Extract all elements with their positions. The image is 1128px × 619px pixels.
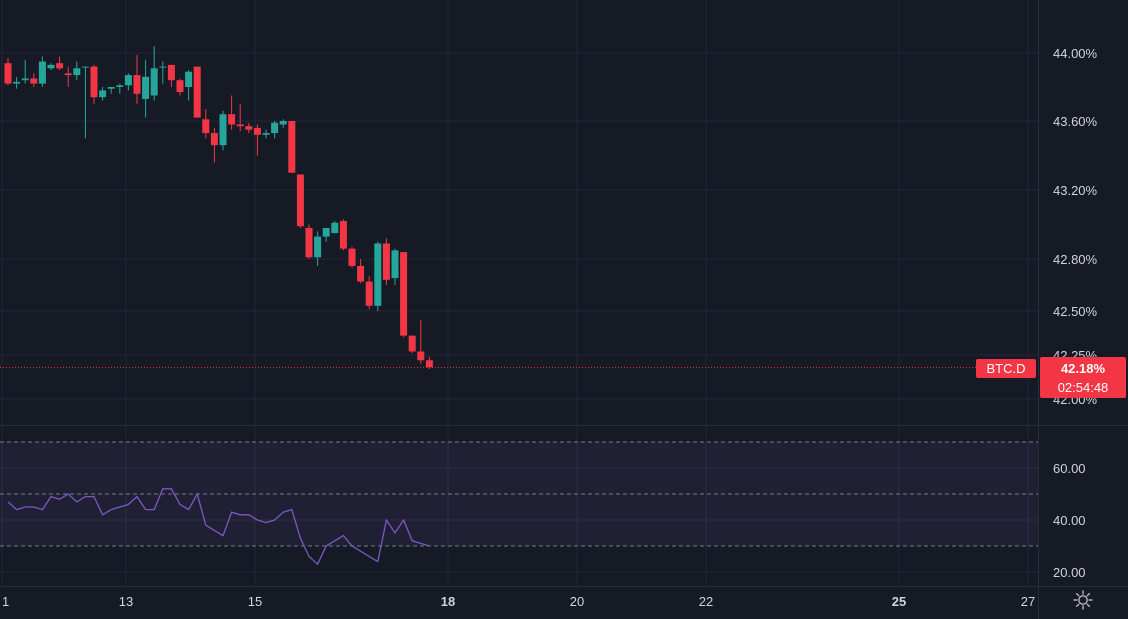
candle-body (279, 121, 287, 125)
candle-body (185, 71, 193, 87)
candle-body (425, 360, 433, 368)
candle-body (365, 281, 373, 306)
candle-body (159, 66, 167, 68)
rsi-axis-label: 40.00 (1053, 513, 1086, 528)
candle-body (391, 250, 399, 279)
candle-body (124, 75, 132, 86)
price-axis-label: 44.00% (1053, 46, 1098, 61)
candle-body (305, 227, 313, 258)
candle-body (13, 81, 21, 84)
candle-body (296, 174, 304, 227)
candle-body (81, 66, 89, 68)
candle-body (271, 122, 279, 134)
candle-body (193, 66, 201, 118)
candle-body (262, 133, 270, 135)
candle-body (4, 63, 12, 84)
candle-body (253, 127, 261, 135)
candle-body (348, 248, 356, 266)
price-axis-label: 42.80% (1053, 252, 1098, 267)
candle-body (219, 114, 227, 146)
time-axis-label: 20 (570, 594, 584, 609)
time-axis-label: 18 (441, 594, 455, 609)
candle-body (64, 73, 72, 76)
candle-body (30, 78, 38, 84)
price-axis-label: 43.60% (1053, 114, 1098, 129)
candle-body (21, 78, 29, 81)
candle-body (245, 126, 253, 130)
candle-body (314, 236, 322, 258)
price-axis-label: 43.20% (1053, 183, 1098, 198)
candle-body (357, 265, 365, 282)
candle-body (133, 75, 141, 94)
symbol-label: BTC.D (976, 359, 1036, 378)
candle-body (150, 68, 158, 96)
last-price-value: 42.18% (1060, 361, 1106, 376)
candle-body (322, 227, 330, 237)
candle-body (288, 121, 296, 173)
candle-body (38, 61, 46, 84)
candle-body (339, 221, 347, 249)
candle-body (99, 90, 107, 98)
rsi-axis-label: 20.00 (1053, 565, 1086, 580)
gear-icon[interactable] (1072, 589, 1094, 611)
candle-body (90, 66, 98, 98)
candle-body (73, 68, 81, 76)
candle-body (417, 351, 425, 361)
candle-body (167, 64, 175, 81)
candle-body (400, 252, 408, 336)
candle-body (202, 119, 210, 134)
candle-body (176, 80, 184, 93)
candle-body (228, 114, 236, 125)
time-axis-label: 1 (2, 594, 9, 609)
price-axis-label: 42.50% (1053, 304, 1098, 319)
candle-body (56, 63, 64, 69)
time-axis-label: 25 (892, 594, 906, 609)
bar-countdown: 02:54:48 (1057, 380, 1109, 395)
last-price-label: 42.18% 02:54:48 (1040, 357, 1126, 398)
candle-body (116, 85, 124, 87)
candle-body (107, 87, 115, 89)
time-axis-label: 27 (1021, 594, 1035, 609)
rsi-line (7, 488, 430, 566)
candle-body (236, 124, 244, 127)
candle-body (47, 64, 55, 69)
rsi-axis-label: 60.00 (1053, 461, 1086, 476)
time-axis-label: 22 (699, 594, 713, 609)
candle-body (210, 133, 218, 146)
time-axis-label: 13 (119, 594, 133, 609)
candle-body (331, 222, 339, 234)
candle-body (408, 335, 416, 352)
candle-body (382, 243, 390, 280)
candle-body (374, 243, 382, 306)
candle-body (142, 76, 150, 99)
time-axis-label: 15 (248, 594, 262, 609)
